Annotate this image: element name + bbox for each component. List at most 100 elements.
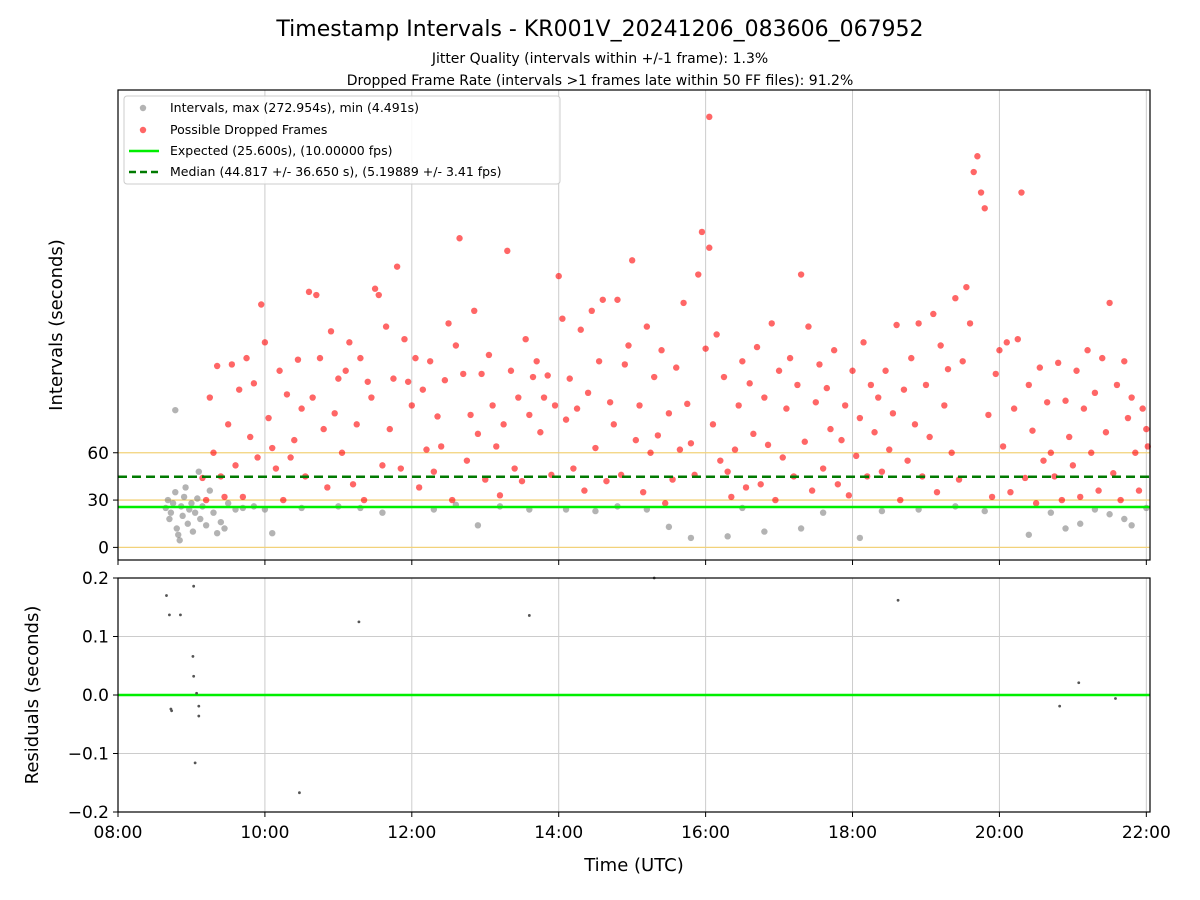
dropped-frame-point-151 xyxy=(753,343,761,351)
dropped-frame-point-63 xyxy=(430,468,438,475)
dropped-frame-point-105 xyxy=(584,389,592,397)
dropped-frame-point-200 xyxy=(933,488,941,496)
dropped-frame-point-6 xyxy=(221,493,228,501)
residual-point-10 xyxy=(197,714,201,718)
dropped-frame-point-168 xyxy=(816,361,823,368)
dropped-frame-point-107 xyxy=(592,444,599,452)
chart-title: Timestamp Intervals - KR001V_20241206_08… xyxy=(275,17,923,42)
residuals-y-tick-label-2: 0.0 xyxy=(82,686,109,706)
dropped-frame-point-256 xyxy=(1139,405,1146,412)
residual-point-5 xyxy=(170,709,174,713)
residual-point-6 xyxy=(191,654,195,658)
interval-point-26 xyxy=(217,518,225,526)
legend-label-intervals: Intervals, max (272.954s), min (4.491s) xyxy=(170,100,419,115)
dropped-frame-point-204 xyxy=(948,449,955,456)
dropped-frame-point-149 xyxy=(746,380,753,387)
interval-point-8 xyxy=(176,537,183,544)
dropped-frame-point-9 xyxy=(232,462,239,469)
dropped-frame-point-101 xyxy=(570,465,577,472)
dropped-frame-point-81 xyxy=(496,492,504,499)
interval-point-55 xyxy=(856,534,864,542)
dropped-frame-point-11 xyxy=(239,493,247,501)
dropped-frame-point-25 xyxy=(291,436,298,444)
dropped-frame-point-178 xyxy=(852,452,860,460)
residual-point-19 xyxy=(1114,697,1117,700)
interval-point-48 xyxy=(665,523,673,531)
dropped-frame-point-159 xyxy=(783,405,790,412)
dropped-frame-point-13 xyxy=(247,433,254,441)
dropped-frame-point-50 xyxy=(382,323,390,330)
dropped-frame-point-118 xyxy=(632,436,640,444)
dropped-frame-point-31 xyxy=(313,291,320,299)
intervals-y-tick-label-0: 0 xyxy=(98,538,109,558)
dropped-frame-point-87 xyxy=(518,477,526,485)
dropped-frame-point-239 xyxy=(1077,493,1084,501)
dropped-frame-point-182 xyxy=(867,381,875,389)
dropped-frame-point-157 xyxy=(775,367,783,374)
residual-point-8 xyxy=(195,691,198,695)
x-tick-label-6: 20:00 xyxy=(975,823,1024,843)
dropped-frame-point-122 xyxy=(647,449,654,456)
dropped-frame-point-61 xyxy=(423,446,430,453)
dropped-frame-point-132 xyxy=(684,400,691,408)
dropped-frame-point-251 xyxy=(1121,358,1128,365)
x-tick-label-1: 10:00 xyxy=(240,823,289,843)
dropped-frame-point-209 xyxy=(966,320,974,327)
interval-point-4 xyxy=(169,500,177,507)
dropped-frame-point-16 xyxy=(258,301,265,308)
dropped-frame-point-117 xyxy=(628,257,636,264)
dropped-frame-point-135 xyxy=(695,271,702,278)
x-tick-label-4: 16:00 xyxy=(681,823,730,843)
residuals-y-axis-label: Residuals (seconds) xyxy=(22,606,43,785)
dropped-frame-point-212 xyxy=(977,189,985,196)
residuals-y-tick-label-0: 0.2 xyxy=(82,569,109,589)
dropped-frame-point-108 xyxy=(595,358,603,365)
dropped-frame-point-158 xyxy=(779,454,786,461)
dropped-frame-point-190 xyxy=(897,496,904,504)
dropped-frame-point-145 xyxy=(731,446,739,453)
dropped-frame-point-191 xyxy=(900,386,908,393)
dropped-frame-point-169 xyxy=(819,465,827,472)
dropped-frame-point-171 xyxy=(827,425,834,433)
dropped-frame-point-143 xyxy=(724,468,731,475)
legend: Intervals, max (272.954s), min (4.491s) … xyxy=(123,95,561,185)
dropped-frame-point-127 xyxy=(665,410,673,417)
dropped-frame-point-102 xyxy=(573,405,581,412)
residual-point-16 xyxy=(896,598,900,602)
interval-point-22 xyxy=(202,522,210,529)
dropped-frame-point-156 xyxy=(772,496,779,504)
dropped-frame-point-219 xyxy=(1003,339,1010,346)
interval-point-25 xyxy=(213,529,221,537)
dropped-frame-point-69 xyxy=(452,342,460,349)
dropped-frame-point-180 xyxy=(860,339,867,346)
interval-point-45 xyxy=(592,507,599,515)
dropped-frame-point-187 xyxy=(886,446,893,453)
interval-point-6 xyxy=(173,525,180,532)
dropped-frame-point-76 xyxy=(478,370,485,378)
dropped-frame-point-90 xyxy=(529,373,537,381)
dropped-frame-point-205 xyxy=(952,294,959,302)
dropped-frame-point-176 xyxy=(845,492,853,499)
dropped-frame-point-193 xyxy=(908,354,915,362)
dropped-frame-point-111 xyxy=(606,399,614,406)
dropped-frame-point-136 xyxy=(698,228,706,236)
interval-point-38 xyxy=(379,509,386,516)
residual-point-3 xyxy=(192,584,196,588)
dropped-frame-point-140 xyxy=(713,331,720,338)
dropped-frame-point-170 xyxy=(823,384,831,392)
dropped-frame-point-64 xyxy=(434,413,441,420)
dropped-frame-point-20 xyxy=(272,465,280,472)
dropped-frame-point-227 xyxy=(1032,500,1040,507)
dropped-frame-point-154 xyxy=(764,441,772,449)
dropped-frame-point-152 xyxy=(757,481,764,488)
dropped-frame-point-138 xyxy=(706,244,713,251)
residual-point-12 xyxy=(298,791,301,795)
interval-point-3 xyxy=(167,509,175,516)
intervals-plot-frame xyxy=(117,89,1151,561)
dropped-frame-point-254 xyxy=(1132,449,1139,456)
residual-point-9 xyxy=(197,704,201,708)
dropped-frame-point-206 xyxy=(955,476,963,483)
dropped-frame-point-131 xyxy=(680,299,687,307)
dropped-frame-point-230 xyxy=(1043,399,1051,406)
dropped-frame-point-3 xyxy=(210,449,217,456)
